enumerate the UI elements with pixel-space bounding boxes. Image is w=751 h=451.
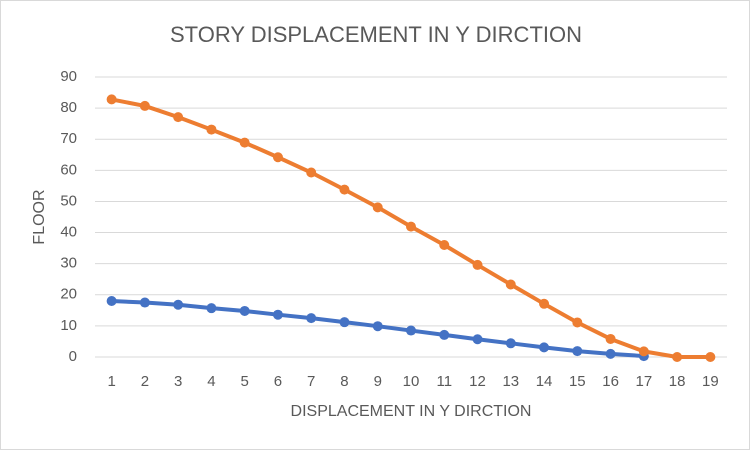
x-tick-label: 19	[702, 373, 719, 390]
x-tick-label: 3	[174, 373, 182, 390]
x-tick-label: 10	[403, 373, 420, 390]
data-point	[106, 94, 117, 105]
y-axis-title: FLOOR	[31, 189, 48, 244]
data-point	[239, 137, 250, 148]
data-point	[206, 124, 217, 135]
data-point	[106, 296, 117, 306]
data-point	[173, 112, 184, 123]
data-point	[306, 313, 317, 324]
x-tick-label: 15	[569, 373, 586, 390]
x-tick-label: 2	[141, 373, 149, 390]
data-point	[472, 334, 483, 345]
x-tick-label: 8	[340, 373, 348, 390]
data-point	[439, 240, 450, 250]
x-tick-label: 7	[307, 373, 315, 390]
data-point	[472, 259, 483, 270]
x-tick-label: 18	[669, 373, 686, 390]
y-tick-label: 60	[60, 161, 77, 178]
data-point	[406, 221, 416, 232]
x-axis-title: DISPLACEMENT IN Y DIRCTION	[291, 403, 532, 420]
data-point	[206, 303, 217, 314]
x-tick-label: 5	[241, 373, 249, 390]
data-point	[173, 299, 184, 310]
x-tick-label: 16	[602, 373, 619, 390]
data-point	[139, 297, 150, 308]
x-tick-label: 17	[635, 373, 652, 390]
data-point	[505, 338, 516, 349]
data-point	[439, 329, 450, 340]
data-point	[572, 317, 583, 328]
chart-title: STORY DISPLACEMENT IN Y DIRCTION	[170, 22, 582, 47]
data-point	[272, 152, 283, 163]
y-tick-label: 80	[60, 99, 77, 116]
x-tick-label: 9	[374, 373, 382, 390]
y-tick-label: 30	[60, 255, 77, 272]
x-tick-label: 12	[469, 373, 486, 390]
data-point	[539, 298, 550, 309]
x-tick-label: 13	[502, 373, 519, 390]
y-tick-label: 50	[60, 192, 77, 209]
data-point	[272, 309, 283, 320]
data-point	[505, 279, 516, 290]
data-point	[539, 342, 550, 353]
data-point	[139, 100, 150, 111]
y-tick-label: 20	[60, 286, 77, 303]
data-point	[605, 348, 616, 359]
y-tick-label: 10	[60, 317, 77, 334]
y-tick-label: 90	[60, 68, 77, 85]
data-point	[605, 333, 616, 344]
data-point	[372, 321, 383, 332]
x-tick-label: 11	[436, 373, 452, 390]
data-point	[339, 317, 350, 328]
x-tick-label: 14	[536, 373, 553, 390]
x-tick-label: 1	[107, 373, 115, 390]
data-point	[406, 325, 416, 336]
y-tick-label: 0	[69, 348, 77, 365]
data-point	[572, 346, 583, 357]
data-point	[306, 167, 317, 178]
y-tick-label: 70	[60, 130, 77, 147]
data-point	[239, 305, 250, 316]
x-tick-label: 4	[207, 373, 215, 390]
data-point	[339, 184, 350, 195]
data-point	[672, 352, 683, 362]
data-point	[638, 346, 649, 357]
x-tick-label: 6	[274, 373, 282, 390]
data-point	[372, 202, 383, 213]
data-point	[705, 352, 716, 362]
y-tick-label: 40	[60, 224, 77, 241]
